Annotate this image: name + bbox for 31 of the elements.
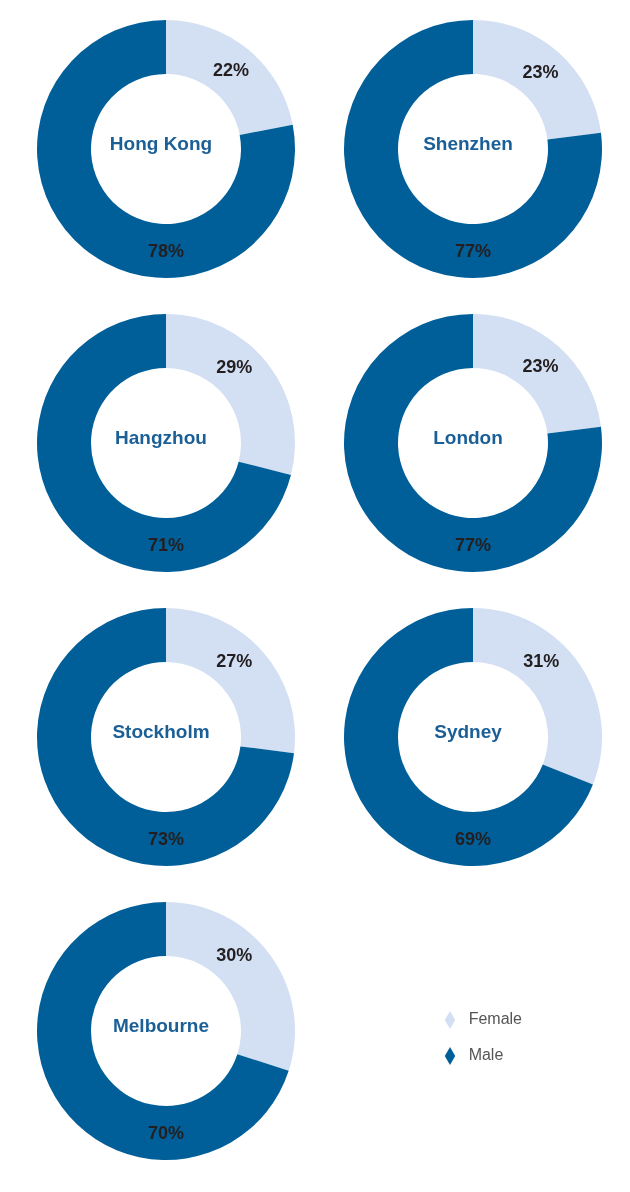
donut-slice xyxy=(344,20,602,278)
data-label: 22% xyxy=(213,60,250,81)
data-label: 23% xyxy=(522,62,559,83)
legend-label: Female xyxy=(468,1010,522,1027)
text: Shenzhen xyxy=(422,132,514,156)
data-label: 71% xyxy=(147,535,185,555)
data-label: 31% xyxy=(523,651,560,672)
data-label: 23% xyxy=(522,356,559,377)
text: Sydney xyxy=(433,720,503,744)
data-label: 77% xyxy=(454,241,492,261)
text: London xyxy=(432,426,504,450)
donut-slice xyxy=(166,20,293,135)
donut-slice xyxy=(37,20,295,278)
data-label: 29% xyxy=(216,357,253,378)
text: Hangzhou xyxy=(114,426,208,450)
donut-slice xyxy=(37,902,289,1160)
text: Hong Kong xyxy=(108,132,214,156)
data-label: 73% xyxy=(147,829,185,849)
donut-slice xyxy=(344,608,593,866)
data-label: 27% xyxy=(216,651,253,672)
data-label: 70% xyxy=(147,1123,185,1143)
donut-slice xyxy=(37,314,291,572)
data-label: 78% xyxy=(147,241,185,261)
data-label: 30% xyxy=(216,945,253,966)
text: Melbourne xyxy=(111,1014,211,1038)
legend-label: Male xyxy=(468,1046,504,1063)
donut-slice xyxy=(37,608,294,866)
data-label: 69% xyxy=(454,829,492,849)
donut-slice xyxy=(344,314,602,572)
text: Stockholm xyxy=(111,720,211,744)
data-label: 77% xyxy=(454,535,492,555)
